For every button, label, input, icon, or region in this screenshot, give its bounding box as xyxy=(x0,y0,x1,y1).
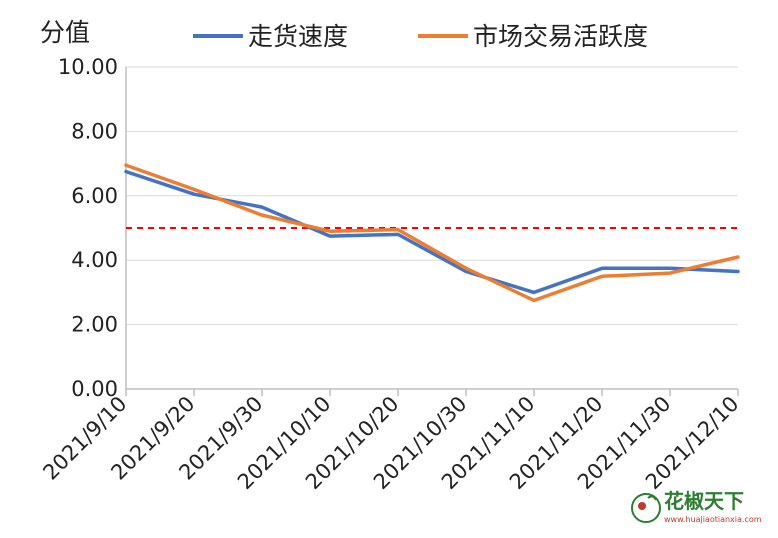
x-tick-labels: 2021/9/102021/9/202021/9/302021/10/10202… xyxy=(38,392,743,495)
watermark-logo-icon xyxy=(631,493,661,523)
y-tick-label: 10.00 xyxy=(58,55,118,79)
y-tick-label: 6.00 xyxy=(71,184,118,208)
y-tick-label: 0.00 xyxy=(71,377,118,401)
legend-label-activity: 市场交易活跃度 xyxy=(473,22,648,51)
pepper-icon xyxy=(638,502,646,510)
legend: 走货速度 市场交易活跃度 xyxy=(193,22,648,51)
y-axis-label: 分值 xyxy=(40,18,90,47)
watermark-brand: 花椒天下 xyxy=(664,489,744,513)
x-tick-marks xyxy=(125,389,739,396)
y-tick-label: 2.00 xyxy=(71,313,118,337)
y-tick-label: 4.00 xyxy=(71,248,118,272)
gridlines xyxy=(126,66,738,326)
watermark: 花椒天下 www.huajiaotianxia.com xyxy=(631,489,762,524)
y-tick-labels: 10.00 8.00 6.00 4.00 2.00 0.00 xyxy=(58,55,118,401)
series-lines xyxy=(124,163,740,303)
legend-label-speed: 走货速度 xyxy=(248,22,348,51)
leaf-icon xyxy=(647,495,657,501)
series-line-1 xyxy=(124,163,740,303)
y-tick-label: 8.00 xyxy=(71,119,118,143)
watermark-url: www.huajiaotianxia.com xyxy=(664,515,762,524)
